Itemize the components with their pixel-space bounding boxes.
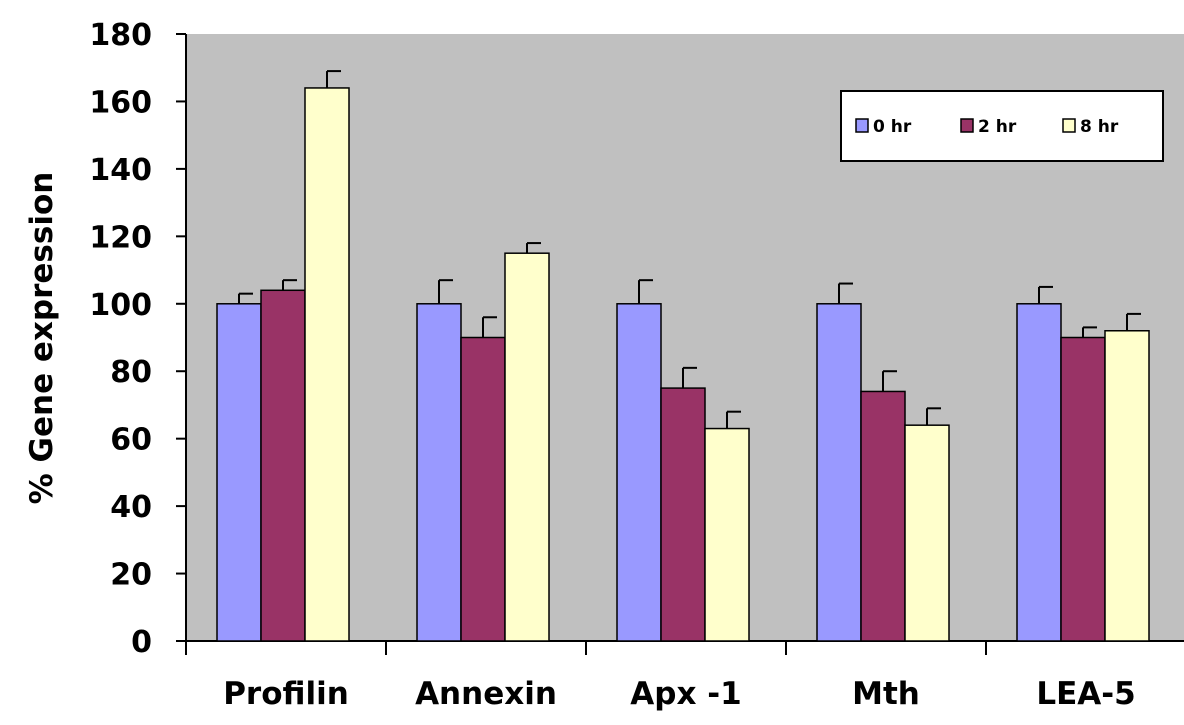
x-category-label: LEA-5 xyxy=(1036,676,1135,712)
x-category-label: Mth xyxy=(852,676,920,712)
legend-box xyxy=(840,90,1164,162)
bar xyxy=(216,303,262,642)
bar xyxy=(860,390,906,642)
y-tick-label: 100 xyxy=(89,288,152,323)
y-tick-label: 120 xyxy=(89,220,152,255)
legend-label: 0 hr xyxy=(873,117,912,137)
bar xyxy=(616,303,662,642)
bar xyxy=(260,289,306,642)
bar xyxy=(1016,303,1062,642)
bar xyxy=(1060,336,1106,642)
y-tick-label: 140 xyxy=(89,153,152,188)
bar-series-group xyxy=(216,70,1150,642)
legend-swatch xyxy=(1062,118,1076,133)
legend: 0 hr 2 hr 8 hr xyxy=(840,90,1164,162)
bar xyxy=(1104,330,1150,642)
x-category-label: Annexin xyxy=(415,676,557,712)
y-tick-label: 180 xyxy=(89,18,152,53)
y-tick-label: 60 xyxy=(110,423,152,458)
bar xyxy=(904,424,950,642)
legend-label: 8 hr xyxy=(1080,117,1119,137)
y-axis-title: % Gene expression xyxy=(24,172,60,505)
bar xyxy=(416,303,462,642)
y-axis: 0 20 40 60 80 100 120 140 160 180 xyxy=(89,18,187,660)
bar xyxy=(704,427,750,642)
x-axis: Profilin Annexin Apx -1 Mth LEA-5 xyxy=(185,640,1184,712)
bar xyxy=(304,87,350,642)
legend-swatch xyxy=(855,118,869,133)
y-tick-label: 0 xyxy=(131,625,152,660)
y-tick-label: 160 xyxy=(89,85,152,120)
y-tick-label: 40 xyxy=(110,490,152,525)
legend-label: 2 hr xyxy=(978,117,1017,137)
x-category-label: Apx -1 xyxy=(630,676,741,712)
bar xyxy=(504,252,550,642)
bar xyxy=(816,303,862,642)
bar xyxy=(660,387,706,642)
legend-swatch xyxy=(960,118,974,133)
x-category-label: Profilin xyxy=(223,676,349,712)
bar xyxy=(460,336,506,642)
y-tick-label: 80 xyxy=(110,355,152,390)
y-tick-label: 20 xyxy=(110,558,152,593)
